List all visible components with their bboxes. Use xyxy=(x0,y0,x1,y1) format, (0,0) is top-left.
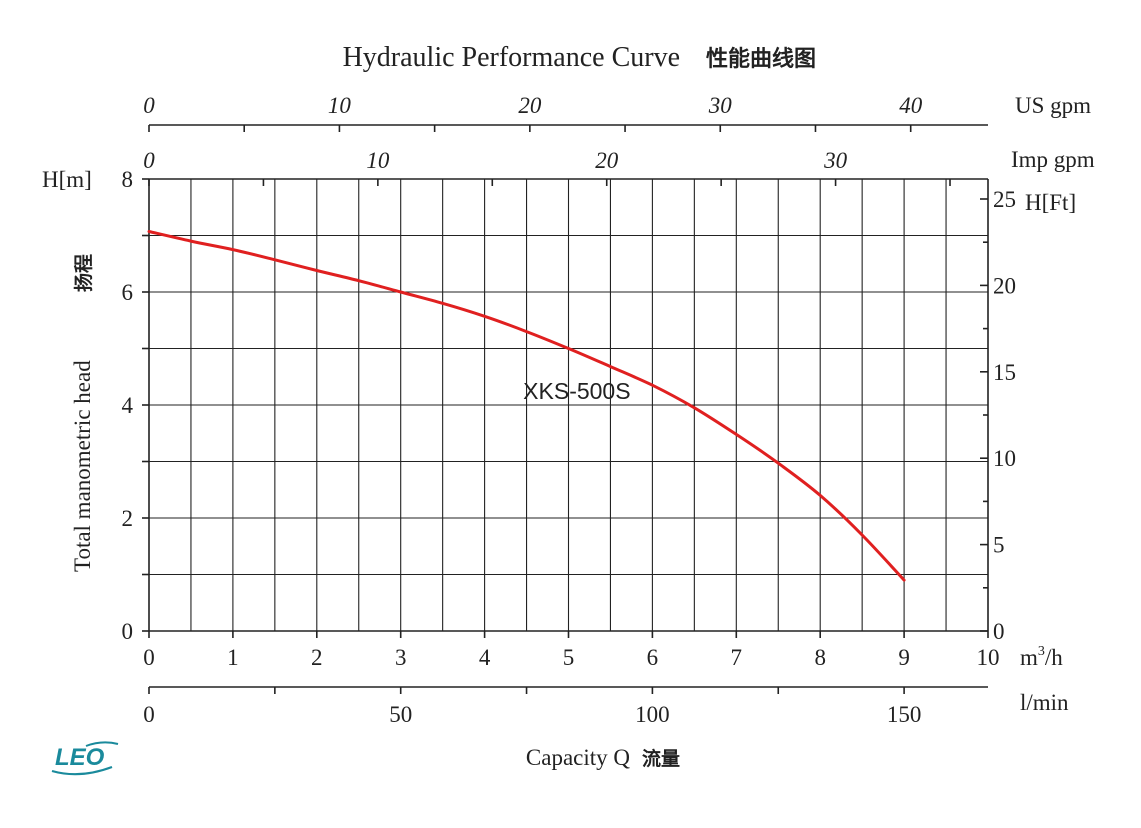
x-axis-title: Capacity Q 流量 xyxy=(526,745,680,770)
x-unit-tail: /h xyxy=(1045,645,1063,670)
y-axis-title: Total manometric head 扬程 xyxy=(70,254,95,572)
title-text: Hydraulic Performance Curve xyxy=(343,42,680,73)
us-gpm-unit-label: US gpm xyxy=(1015,93,1091,118)
y-right-tick-label: 10 xyxy=(993,446,1016,471)
x-primary-tick-label: 10 xyxy=(977,645,1000,670)
x-primary-unit-label: m3/h xyxy=(1020,644,1063,670)
x-axis-title-text: Capacity Q xyxy=(526,745,630,770)
y-right-tick-label: 20 xyxy=(993,273,1016,298)
lmin-tick-label: 50 xyxy=(389,702,412,727)
chart-title: Hydraulic Performance Curve 性能曲线图 xyxy=(343,42,816,73)
chart-ticks: 0 10 20 30 400 10 20 300 1 2 3 4 5 6 7 8 9 100 50 100 150024… xyxy=(122,93,1017,727)
x-primary-tick-label: 1 xyxy=(227,645,239,670)
x-primary-tick-label: 6 xyxy=(647,645,659,670)
chart-grid xyxy=(149,179,988,631)
x-lmin-unit-label: l/min xyxy=(1020,690,1069,715)
series-label-xks-500s: XKS-500S xyxy=(523,378,630,404)
y-left-tick-label: 8 xyxy=(122,167,134,192)
y-left-tick-label: 6 xyxy=(122,280,134,305)
x-unit-sup: 3 xyxy=(1038,644,1045,659)
logo-text: LEO xyxy=(55,744,105,771)
us-gpm-tick-label: 40 xyxy=(899,93,923,118)
title-cn-text: 性能曲线图 xyxy=(706,46,816,71)
logo-arc-icon xyxy=(85,741,119,747)
y-right-tick-label: 25 xyxy=(993,187,1016,212)
x-primary-tick-label: 0 xyxy=(143,645,155,670)
lmin-tick-label: 150 xyxy=(887,702,922,727)
lmin-tick-label: 100 xyxy=(635,702,670,727)
logo-swoosh-icon xyxy=(51,765,113,776)
y-right-tick-label: 5 xyxy=(993,533,1005,558)
us-gpm-tick-label: 20 xyxy=(518,93,542,118)
y-right-tick-label: 15 xyxy=(993,360,1016,385)
x-primary-tick-label: 7 xyxy=(731,645,743,670)
x-primary-tick-label: 4 xyxy=(479,645,491,670)
y-left-tick-label: 2 xyxy=(122,506,134,531)
us-gpm-tick-label: 0 xyxy=(143,93,155,118)
y-left-tick-label: 0 xyxy=(122,619,134,644)
chart-series: XKS-500S xyxy=(147,230,906,582)
x-primary-tick-label: 5 xyxy=(563,645,575,670)
x-primary-tick-label: 9 xyxy=(898,645,910,670)
imp-gpm-unit-label: Imp gpm xyxy=(1011,147,1095,172)
imp-gpm-tick-label: 0 xyxy=(143,148,155,173)
imp-gpm-tick-label: 20 xyxy=(595,148,619,173)
y-right-unit-label: H[Ft] xyxy=(1025,190,1076,215)
lmin-tick-label: 0 xyxy=(143,702,155,727)
us-gpm-tick-label: 30 xyxy=(708,93,733,118)
x-primary-tick-label: 2 xyxy=(311,645,323,670)
x-primary-tick-label: 8 xyxy=(814,645,826,670)
us-gpm-tick-label: 10 xyxy=(328,93,352,118)
series-line-xks-500s xyxy=(147,230,906,582)
x-primary-tick-label: 3 xyxy=(395,645,407,670)
imp-gpm-tick-label: 30 xyxy=(823,148,848,173)
imp-gpm-tick-label: 10 xyxy=(366,148,390,173)
x-axis-title-cn: 流量 xyxy=(642,747,680,770)
y-axis-title-text: Total manometric head xyxy=(70,360,95,572)
y-left-unit-label: H[m] xyxy=(42,167,92,192)
leo-logo: LEO xyxy=(51,741,119,776)
x-unit-base: m xyxy=(1020,645,1038,670)
y-axis-title-cn: 扬程 xyxy=(72,254,95,292)
y-left-tick-label: 4 xyxy=(122,393,134,418)
y-right-tick-label: 0 xyxy=(993,619,1005,644)
